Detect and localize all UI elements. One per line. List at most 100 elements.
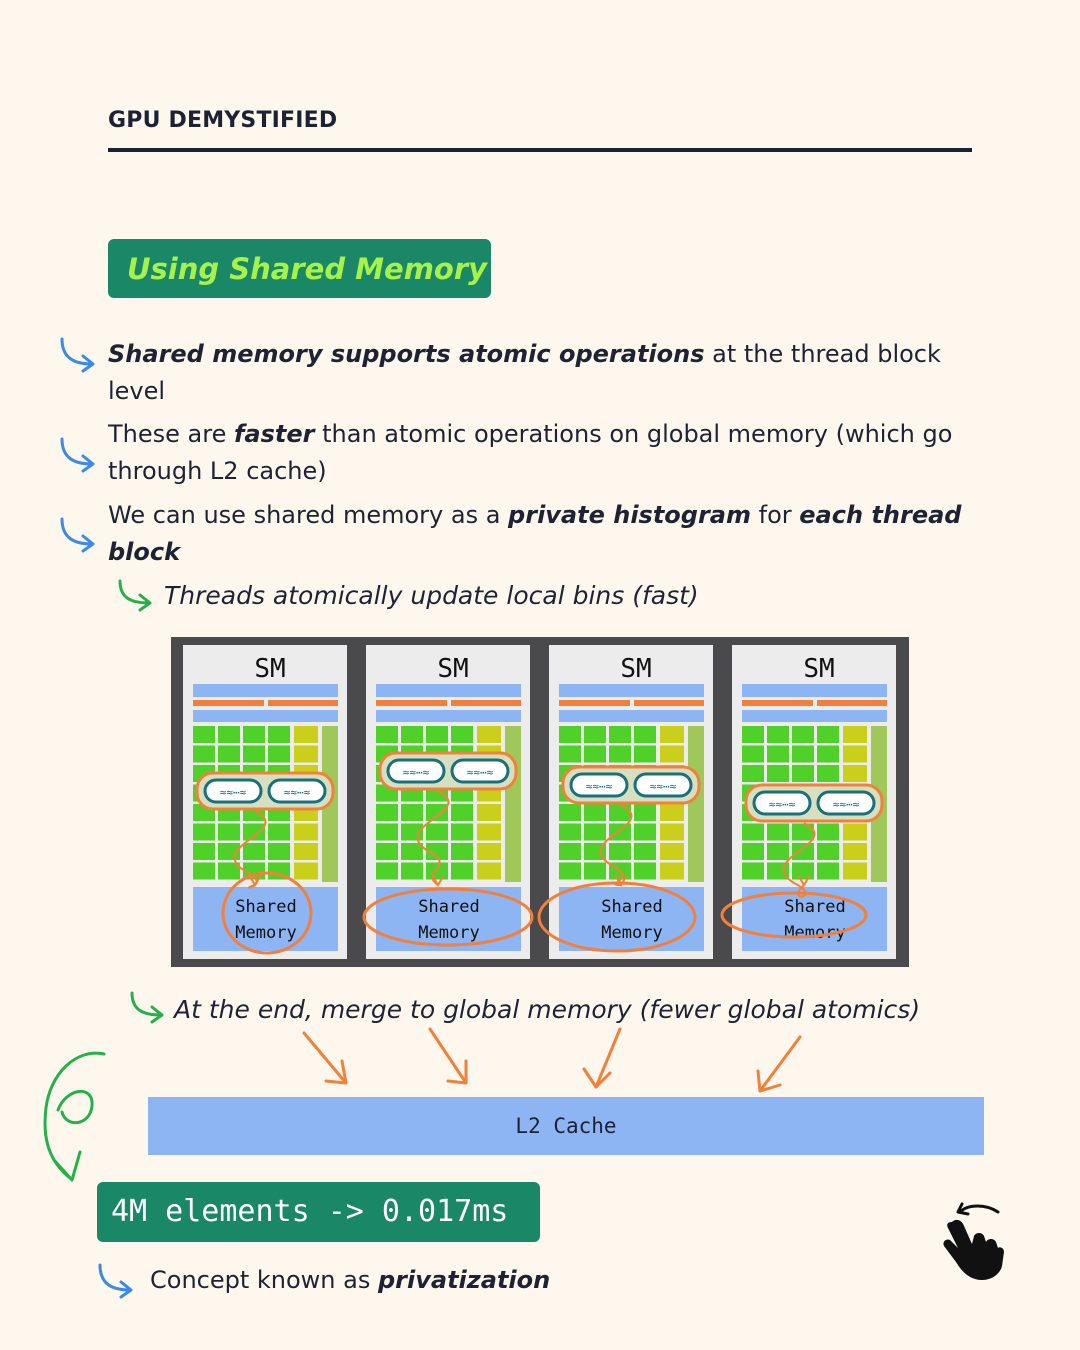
- footer-note: Concept known as privatization: [150, 1262, 550, 1299]
- core-cell: [451, 726, 473, 743]
- core-cell: [634, 862, 656, 880]
- core-cell: [792, 843, 814, 860]
- core-cell: [817, 862, 839, 880]
- header-divider: [108, 148, 972, 152]
- sfu-cell: [294, 862, 318, 880]
- bullet-2: These are faster than atomic operations …: [108, 416, 978, 490]
- control-bar: [634, 700, 704, 706]
- shared-memory-label-line1: Shared: [235, 897, 296, 917]
- core-cell: [742, 843, 764, 860]
- sfu-cell: [660, 843, 684, 860]
- footer-prefix: Concept known as: [150, 1266, 378, 1294]
- core-cell: [767, 745, 789, 763]
- curved-arrow-icon: [98, 1263, 133, 1299]
- core-cell: [817, 765, 839, 782]
- shared-memory-block: [193, 887, 338, 951]
- control-bar: [451, 700, 521, 706]
- sm-label: SM: [254, 654, 285, 684]
- core-cell: [792, 745, 814, 763]
- core-cell: [767, 823, 789, 841]
- core-cell: [584, 823, 606, 841]
- hand-swipe-icon[interactable]: [938, 1200, 1008, 1282]
- core-cell: [634, 843, 656, 860]
- core-cell: [218, 745, 240, 763]
- core-cell: [193, 823, 215, 841]
- flow-arrow-icon: [782, 822, 816, 898]
- core-cell: [742, 862, 764, 880]
- shared-memory-label-line1: Shared: [601, 897, 662, 917]
- core-cell: [792, 862, 814, 880]
- shared-memory-label-line2: Memory: [418, 923, 479, 943]
- core-cell: [243, 843, 265, 860]
- control-bar: [193, 700, 264, 706]
- core-cell: [634, 804, 656, 821]
- warp-icon: [569, 772, 629, 798]
- core-cell: [451, 843, 473, 860]
- core-cell: [401, 726, 423, 743]
- l2-cache-bar: L2 Cache: [148, 1097, 984, 1155]
- core-cell: [218, 823, 240, 841]
- core-cell: [559, 843, 581, 860]
- shared-memory-label-line2: Memory: [235, 923, 296, 943]
- core-cell: [609, 843, 631, 860]
- core-cell: [193, 745, 215, 763]
- core-cell: [559, 804, 581, 821]
- core-cell: [426, 862, 448, 880]
- core-cell: [426, 843, 448, 860]
- core-cell: [268, 726, 290, 743]
- shared-memory-label-line1: Shared: [784, 897, 845, 917]
- highlight-circle: [362, 887, 534, 947]
- warp-icon: [386, 758, 446, 784]
- tex-column: [688, 726, 704, 882]
- core-cell: [218, 862, 240, 880]
- result-badge: 4M elements -> 0.017ms: [97, 1182, 540, 1242]
- warp-icon: [752, 790, 812, 816]
- core-cell: [376, 726, 398, 743]
- core-cell: [426, 823, 448, 841]
- warp-squiggle-icon: ≈≈⋯≈: [403, 766, 430, 779]
- sfu-cell: [843, 823, 867, 841]
- core-cell: [792, 726, 814, 743]
- register-bar: [193, 710, 338, 722]
- core-cell: [767, 843, 789, 860]
- core-cell: [817, 726, 839, 743]
- core-cell: [767, 726, 789, 743]
- core-cell: [426, 726, 448, 743]
- flow-arrow-head-icon: [248, 874, 262, 887]
- bullet-3: We can use shared memory as a private hi…: [108, 497, 968, 571]
- core-cell: [268, 843, 290, 860]
- sfu-cell: [660, 726, 684, 743]
- core-cell: [634, 726, 656, 743]
- core-cell: [243, 745, 265, 763]
- core-cell: [584, 804, 606, 821]
- arrow-down-left-icon: [756, 1035, 802, 1093]
- core-cell: [609, 823, 631, 841]
- core-cell: [792, 765, 814, 782]
- bullet-1-part-1: at the thread block level: [108, 340, 941, 405]
- sfu-cell: [843, 843, 867, 860]
- core-cell: [401, 862, 423, 880]
- control-bar: [376, 700, 447, 706]
- core-cell: [376, 804, 398, 821]
- core-cell: [817, 823, 839, 841]
- core-cell: [634, 745, 656, 763]
- sfu-cell: [294, 823, 318, 841]
- sm-label: SM: [437, 654, 468, 684]
- sfu-cell: [477, 823, 501, 841]
- warp-squiggle-icon: ≈≈⋯≈: [467, 766, 494, 779]
- highlight-circle: [720, 891, 868, 939]
- highlight-circle: [221, 871, 313, 955]
- core-cell: [193, 726, 215, 743]
- sm-diagram: SM Shared Memory ≈≈⋯≈ ≈≈⋯≈ SM Shared Memory ≈≈⋯≈…: [171, 637, 909, 967]
- sfu-cell: [477, 843, 501, 860]
- control-bar: [817, 700, 887, 706]
- sub-bullet-merge: At the end, merge to global memory (fewe…: [174, 995, 921, 1024]
- control-bar: [268, 700, 338, 706]
- bullet-3-part-1: private histogram: [508, 501, 752, 529]
- control-bar: [742, 700, 813, 706]
- core-cell: [401, 804, 423, 821]
- bullet-1-part-0: Shared memory supports atomic operations: [108, 340, 705, 368]
- core-cell: [559, 726, 581, 743]
- core-cell: [243, 726, 265, 743]
- bullet-2-part-1: faster: [233, 420, 315, 448]
